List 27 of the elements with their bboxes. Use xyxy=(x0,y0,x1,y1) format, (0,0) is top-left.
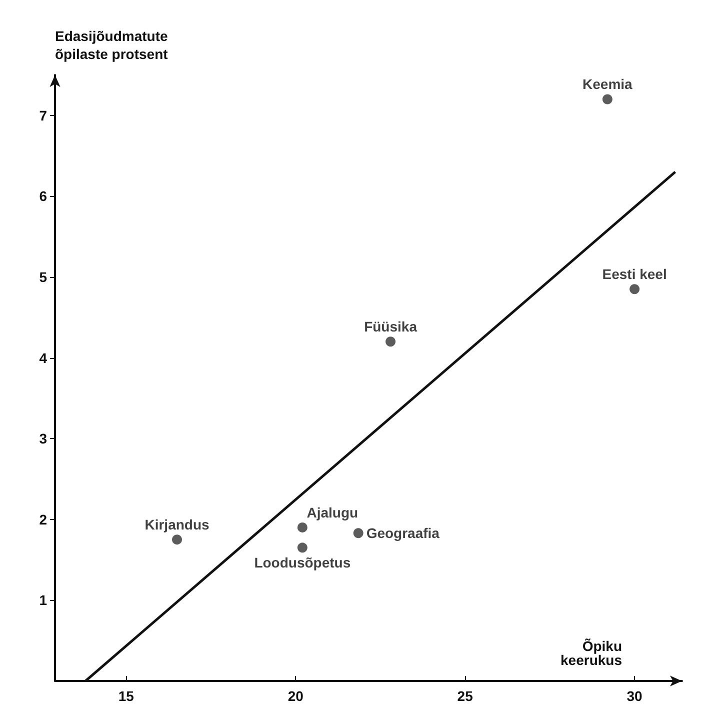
annotation: Füüsika xyxy=(364,318,418,335)
annotation: Ajalugu xyxy=(306,504,358,520)
y-axis-title: Edasijõudmatute õpilaste protsent xyxy=(55,28,168,62)
y-tick-label: 3 xyxy=(39,430,48,447)
y-tick-label: 7 xyxy=(39,107,48,124)
point xyxy=(386,336,396,347)
point xyxy=(602,94,612,104)
annotation: Eesti keel xyxy=(602,266,667,282)
x-tick-label: 25 xyxy=(457,688,474,704)
x-tick-label: 15 xyxy=(118,688,134,704)
x-tick-label: 20 xyxy=(288,688,304,704)
y-tick-label: 4 xyxy=(39,350,48,366)
annotation: Loodusõpetus xyxy=(254,554,351,571)
y-tick-label: 5 xyxy=(39,269,48,285)
annotation: Keemia xyxy=(582,76,633,92)
point xyxy=(353,528,364,538)
annotation: Geograafia xyxy=(366,525,440,542)
y-tick-label: 1 xyxy=(39,592,48,608)
point xyxy=(297,542,308,553)
point xyxy=(172,534,182,545)
annotation: Kirjandus xyxy=(144,516,210,533)
point xyxy=(630,284,640,294)
x-tick-label: 30 xyxy=(626,688,643,704)
y-tick-label: 6 xyxy=(39,188,48,204)
y-tick-label: 2 xyxy=(39,511,48,528)
x-axis-title: Õpiku keerukus xyxy=(560,638,622,668)
point xyxy=(297,522,308,532)
